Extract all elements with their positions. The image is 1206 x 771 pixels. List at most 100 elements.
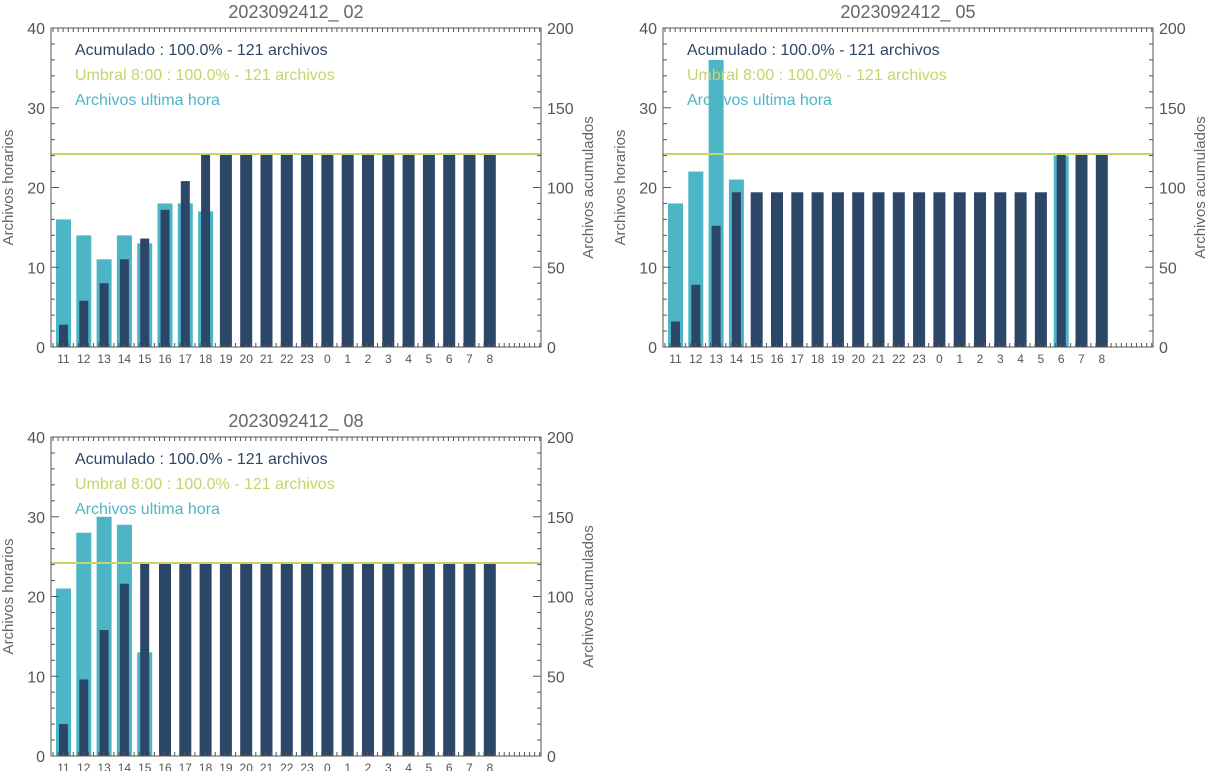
ytick-right-label: 200: [547, 430, 574, 447]
legend-threshold: Umbral 8:00 : 100.0% - 121 archivos: [687, 67, 947, 84]
xtick-label: 12: [77, 761, 91, 771]
xtick-label: 16: [158, 352, 172, 366]
ytick-left-label: 20: [639, 181, 657, 198]
bar-cumulative-12: [691, 284, 701, 347]
xtick-label: 1: [956, 352, 963, 366]
bar-cumulative-2: [362, 563, 374, 756]
xtick-label: 12: [689, 352, 703, 366]
bar-hourly-11: [668, 203, 683, 347]
xtick-label: 22: [892, 352, 906, 366]
xtick-label: 15: [750, 352, 764, 366]
bar-cumulative-5: [1034, 192, 1047, 347]
xtick-label: 7: [466, 352, 473, 366]
xtick-label: 6: [1058, 352, 1065, 366]
xtick-label: 2: [977, 352, 984, 366]
bar-cumulative-17: [180, 181, 190, 347]
bar-cumulative-16: [771, 192, 783, 347]
xtick-label: 18: [199, 352, 213, 366]
ytick-right-label: 150: [547, 101, 574, 118]
bar-cumulative-14: [731, 192, 741, 347]
legend-threshold: Umbral 8:00 : 100.0% - 121 archivos: [75, 476, 335, 493]
bar-cumulative-8: [483, 563, 496, 756]
xtick-label: 8: [486, 761, 493, 771]
bar-cumulative-23: [913, 192, 926, 347]
bar-cumulative-8: [483, 154, 496, 347]
xtick-label: 13: [97, 761, 111, 771]
xtick-label: 6: [446, 352, 453, 366]
bar-cumulative-23: [301, 563, 314, 756]
bar-cumulative-20: [240, 563, 253, 756]
ytick-right-label: 200: [547, 21, 574, 38]
bar-cumulative-3: [382, 154, 395, 347]
xtick-label: 18: [199, 761, 213, 771]
xtick-label: 19: [219, 352, 233, 366]
ytick-left-label: 30: [639, 101, 657, 118]
ylabel-right: Archivos acumulados: [580, 525, 597, 668]
bar-cumulative-3: [994, 192, 1007, 347]
xtick-label: 3: [385, 352, 392, 366]
xtick-label: 20: [240, 761, 254, 771]
ytick-left-label: 10: [639, 260, 657, 277]
ytick-left-label: 20: [27, 590, 45, 607]
xtick-label: 3: [385, 761, 392, 771]
xtick-label: 19: [831, 352, 845, 366]
bar-cumulative-23: [301, 154, 314, 347]
bar-cumulative-4: [1014, 192, 1027, 347]
bar-cumulative-5: [422, 154, 435, 347]
bar-cumulative-16: [159, 563, 171, 756]
ytick-left-label: 10: [27, 669, 45, 686]
xtick-label: 14: [730, 352, 744, 366]
xtick-label: 6: [446, 761, 453, 771]
bar-cumulative-6: [1056, 154, 1066, 347]
legend-cumulative: Acumulado : 100.0% - 121 archivos: [75, 451, 328, 468]
xtick-label: 19: [219, 761, 233, 771]
bar-cumulative-13: [99, 629, 109, 756]
ytick-right-label: 100: [1159, 181, 1186, 198]
bar-cumulative-6: [443, 154, 456, 347]
xtick-label: 11: [57, 761, 70, 771]
xtick-label: 23: [300, 352, 314, 366]
ytick-right-label: 100: [547, 590, 574, 607]
bar-cumulative-21: [872, 192, 885, 347]
legend-cumulative: Acumulado : 100.0% - 121 archivos: [687, 42, 940, 59]
ytick-right-label: 0: [547, 340, 556, 357]
xtick-label: 5: [1038, 352, 1045, 366]
ytick-right-label: 0: [1159, 340, 1168, 357]
bar-hourly-11: [56, 588, 71, 756]
ytick-left-label: 0: [648, 340, 657, 357]
xtick-label: 8: [1098, 352, 1105, 366]
ytick-right-label: 200: [1159, 21, 1186, 38]
bar-cumulative-19: [219, 154, 232, 347]
bar-cumulative-13: [99, 283, 109, 347]
xtick-label: 7: [1078, 352, 1085, 366]
bar-cumulative-15: [750, 192, 763, 347]
bar-cumulative-14: [119, 583, 129, 756]
bar-cumulative-15: [140, 238, 150, 347]
bar-cumulative-13: [711, 225, 721, 347]
bar-cumulative-11: [59, 724, 68, 756]
xtick-label: 5: [426, 352, 433, 366]
bar-cumulative-0: [933, 192, 946, 347]
ylabel-left: Archivos horarios: [612, 130, 629, 246]
ytick-right-label: 150: [547, 510, 574, 527]
bar-cumulative-20: [852, 192, 865, 347]
xtick-label: 1: [344, 352, 351, 366]
xtick-label: 0: [936, 352, 943, 366]
xtick-label: 8: [486, 352, 493, 366]
xtick-label: 21: [260, 352, 274, 366]
xtick-label: 20: [852, 352, 866, 366]
ylabel-right: Archivos acumulados: [1192, 116, 1206, 259]
bar-cumulative-1: [341, 563, 354, 756]
ylabel-left: Archivos horarios: [0, 130, 17, 246]
xtick-label: 14: [118, 352, 132, 366]
ytick-left-label: 20: [27, 181, 45, 198]
bar-cumulative-7: [463, 154, 476, 347]
xtick-label: 0: [324, 761, 331, 771]
ytick-left-label: 10: [27, 260, 45, 277]
bar-cumulative-22: [892, 192, 905, 347]
xtick-label: 2: [365, 352, 372, 366]
